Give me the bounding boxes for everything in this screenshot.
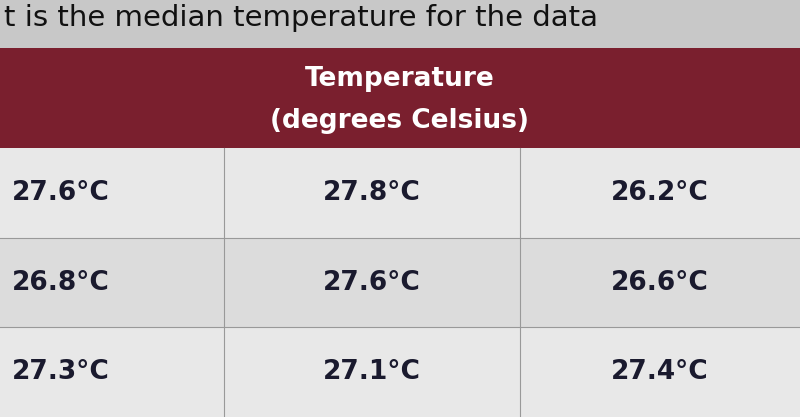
FancyBboxPatch shape [520, 148, 800, 238]
FancyBboxPatch shape [520, 327, 800, 417]
Text: 26.2°C: 26.2°C [611, 180, 709, 206]
Text: 27.6°C: 27.6°C [323, 269, 421, 296]
FancyBboxPatch shape [0, 327, 224, 417]
FancyBboxPatch shape [0, 48, 800, 148]
FancyBboxPatch shape [0, 148, 224, 238]
FancyBboxPatch shape [520, 238, 800, 327]
FancyBboxPatch shape [224, 148, 520, 238]
Text: 26.6°C: 26.6°C [611, 269, 709, 296]
Text: (degrees Celsius): (degrees Celsius) [270, 108, 530, 134]
Text: 27.4°C: 27.4°C [611, 359, 709, 385]
FancyBboxPatch shape [0, 238, 224, 327]
Text: Temperature: Temperature [305, 66, 495, 92]
Text: 27.6°C: 27.6°C [12, 180, 110, 206]
FancyBboxPatch shape [224, 327, 520, 417]
Text: 27.1°C: 27.1°C [323, 359, 421, 385]
FancyBboxPatch shape [224, 238, 520, 327]
Text: t is the median temperature for the data: t is the median temperature for the data [4, 4, 617, 32]
Text: 27.3°C: 27.3°C [12, 359, 110, 385]
Text: 26.8°C: 26.8°C [12, 269, 110, 296]
Text: 27.8°C: 27.8°C [323, 180, 421, 206]
